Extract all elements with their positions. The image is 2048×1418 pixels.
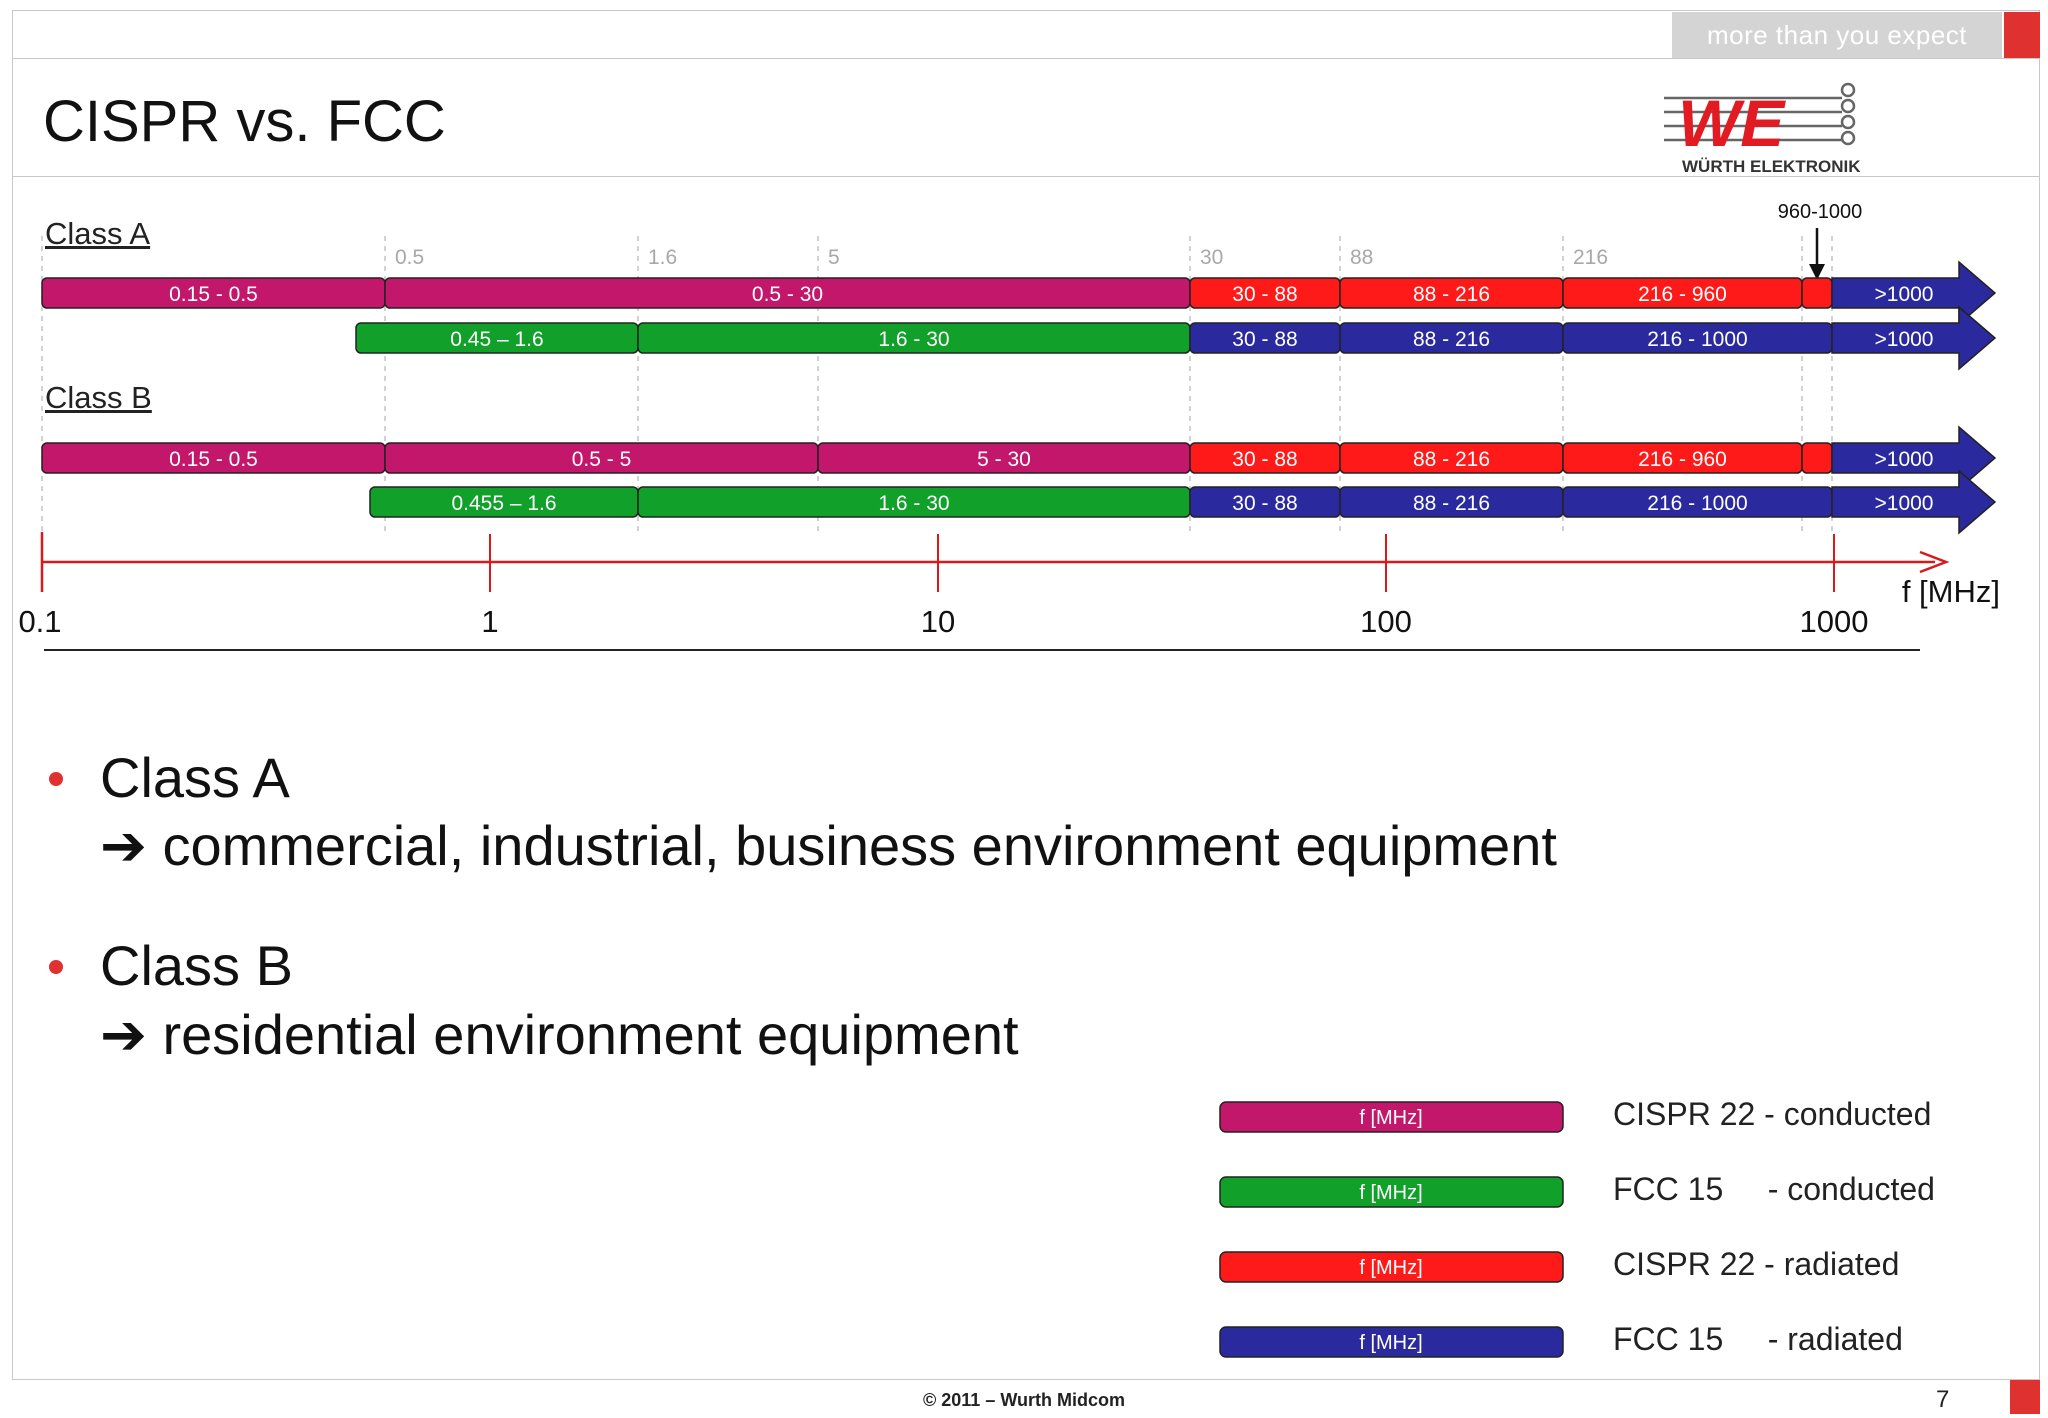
legend-swatch-label: f [MHz] bbox=[1359, 1182, 1422, 1204]
marker-label: 0.5 bbox=[395, 246, 424, 269]
band-label: >1000 bbox=[1875, 492, 1934, 515]
logo-wordmark: WÜRTH ELEKTRONIK bbox=[1682, 157, 1861, 176]
legend-label-fcc-conducted: FCC 15 - conducted bbox=[1613, 1171, 1935, 1207]
band-arrow bbox=[1831, 260, 1997, 326]
band-label: 0.45 – 1.6 bbox=[450, 328, 543, 351]
marker-label: 216 bbox=[1573, 246, 1608, 269]
band-arrow bbox=[1831, 469, 1997, 535]
bullet-class-a-detail: ➔ commercial, industrial, business envir… bbox=[100, 813, 1557, 879]
axis-tick-label: 10 bbox=[921, 604, 955, 639]
legend-swatch-label: f [MHz] bbox=[1359, 1107, 1422, 1129]
band-label: 30 - 88 bbox=[1232, 492, 1297, 515]
legend-label-fcc-radiated: FCC 15 - radiated bbox=[1613, 1321, 1903, 1357]
bullet-dot-class-b bbox=[49, 960, 63, 974]
band-label: 88 - 216 bbox=[1413, 492, 1490, 515]
axis-tick-label: 1000 bbox=[1800, 604, 1869, 639]
band-label: 216 - 960 bbox=[1638, 283, 1727, 306]
band-label: 216 - 1000 bbox=[1647, 492, 1747, 515]
band-arrow bbox=[1831, 305, 1997, 371]
band-label: 1.6 - 30 bbox=[878, 328, 949, 351]
band-arrow bbox=[1831, 425, 1997, 491]
axis-tick-label: 1 bbox=[481, 604, 498, 639]
marker-label: 88 bbox=[1350, 246, 1373, 269]
legend-swatch bbox=[1219, 1176, 1564, 1208]
legend-swatch bbox=[1219, 1101, 1564, 1133]
band-label: >1000 bbox=[1875, 328, 1934, 351]
marker-label: 5 bbox=[828, 246, 840, 269]
band-label: 216 - 960 bbox=[1638, 448, 1727, 471]
footer-copyright: © 2011 – Wurth Midcom bbox=[923, 1390, 1125, 1410]
band-label: 0.15 - 0.5 bbox=[169, 283, 258, 306]
page-title: CISPR vs. FCC bbox=[43, 89, 446, 154]
bullet-class-b-title: Class B bbox=[100, 934, 293, 997]
band-label: 30 - 88 bbox=[1232, 283, 1297, 306]
slide-frame bbox=[12, 10, 2040, 1380]
logo-lines-icon bbox=[1664, 96, 1842, 142]
tagline-accent bbox=[2004, 12, 2040, 58]
band-segment bbox=[1801, 277, 1833, 309]
axis-arrow-icon bbox=[1919, 550, 1950, 574]
legend-label-cispr-conducted: CISPR 22 - conducted bbox=[1613, 1096, 1932, 1132]
legend-label-cispr-radiated: CISPR 22 - radiated bbox=[1613, 1246, 1900, 1282]
header-divider bbox=[12, 58, 2040, 59]
bullet-class-b-detail-text: residential environment equipment bbox=[162, 1003, 1019, 1066]
logo-we-mark: WE bbox=[1678, 86, 1786, 160]
page-number: 7 bbox=[1936, 1386, 1950, 1413]
band-label: >1000 bbox=[1875, 283, 1934, 306]
band-label: 30 - 88 bbox=[1232, 328, 1297, 351]
marker-label: 30 bbox=[1200, 246, 1223, 269]
wurth-logo: WE WÜRTH ELEKTRONIK bbox=[1664, 82, 1861, 176]
band-label: 30 - 88 bbox=[1232, 448, 1297, 471]
band-label: 0.5 - 30 bbox=[752, 283, 823, 306]
bullet-class-a-title: Class A bbox=[100, 746, 290, 809]
legend-swatch-label: f [MHz] bbox=[1359, 1332, 1422, 1354]
title-divider bbox=[12, 176, 2040, 177]
class-b-label: Class B bbox=[45, 380, 152, 415]
legend-swatch bbox=[1219, 1251, 1564, 1283]
axis-label: f [MHz] bbox=[1902, 574, 2000, 609]
band-label: 0.15 - 0.5 bbox=[169, 448, 258, 471]
page-accent bbox=[2010, 1380, 2040, 1414]
tagline-banner: more than you expect bbox=[1672, 12, 2002, 58]
legend-swatch-label: f [MHz] bbox=[1359, 1257, 1422, 1279]
class-a-label: Class A bbox=[45, 216, 151, 251]
axis-tick-label: 0.1 bbox=[18, 604, 61, 639]
band-label: 0.5 - 5 bbox=[572, 448, 632, 471]
band-label: 216 - 1000 bbox=[1647, 328, 1747, 351]
annotation-label: 960-1000 bbox=[1778, 201, 1863, 223]
frequency-band-diagram: 0.5 1.6 5 30 88 216 960-1000 0.15 - 0.5 0.5 - 30… bbox=[18, 201, 2000, 651]
band-segment bbox=[1801, 442, 1833, 474]
legend-swatch bbox=[1219, 1326, 1564, 1358]
annotation-arrow-head bbox=[1809, 264, 1825, 280]
band-label: 5 - 30 bbox=[977, 448, 1031, 471]
band-label: 88 - 216 bbox=[1413, 448, 1490, 471]
axis-tick-label: 100 bbox=[1360, 604, 1412, 639]
band-label: >1000 bbox=[1875, 448, 1934, 471]
bullet-dot-class-a bbox=[49, 772, 63, 786]
arrow-right-icon: ➔ bbox=[100, 814, 147, 877]
bullet-class-a-detail-text: commercial, industrial, business environ… bbox=[162, 814, 1557, 877]
band-label: 1.6 - 30 bbox=[878, 492, 949, 515]
legend-swatches: f [MHz] f [MHz] f [MHz] f [MHz] bbox=[1219, 1101, 1564, 1358]
bullet-class-b-detail: ➔ residential environment equipment bbox=[100, 1002, 1019, 1068]
arrow-right-icon: ➔ bbox=[100, 1003, 147, 1066]
band-label: 0.455 – 1.6 bbox=[451, 492, 556, 515]
band-label: 88 - 216 bbox=[1413, 328, 1490, 351]
marker-label: 1.6 bbox=[648, 246, 677, 269]
band-label: 88 - 216 bbox=[1413, 283, 1490, 306]
